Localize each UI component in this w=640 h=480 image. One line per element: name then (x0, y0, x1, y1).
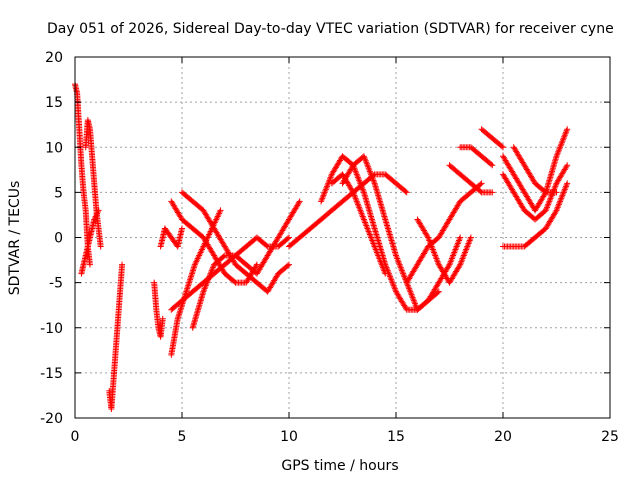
series-s12 (286, 171, 410, 250)
data-point (435, 288, 442, 295)
y-tick-label: 5 (54, 185, 63, 201)
data-point (296, 198, 303, 205)
axis-ticks: 0 5 10 15 20 25 -20 -15 -10 -5 0 5 10 15 20 (40, 50, 619, 445)
y-tick-label: 10 (45, 140, 63, 156)
series-s18 (446, 162, 496, 196)
x-tick-label: 15 (387, 429, 405, 445)
data-point (253, 261, 260, 268)
data-point (552, 208, 559, 215)
data-point (349, 187, 356, 194)
series-s22 (500, 126, 571, 214)
data-point (97, 243, 104, 250)
y-tick-label: 15 (45, 95, 63, 111)
series-s13 (318, 153, 442, 313)
data-point (220, 253, 227, 260)
data-point (284, 235, 291, 242)
series-s20 (478, 126, 506, 151)
x-tick-label: 25 (601, 429, 619, 445)
data-point (179, 225, 185, 232)
x-tick-label: 10 (280, 429, 298, 445)
data-point (445, 262, 452, 269)
x-tick-label: 0 (71, 429, 80, 445)
data-point (563, 163, 570, 170)
series-s19 (457, 144, 496, 169)
data-point (477, 188, 484, 195)
x-tick-label: 20 (494, 429, 512, 445)
data-point (119, 261, 126, 268)
data-point (86, 261, 93, 268)
data-point (564, 162, 571, 169)
series-s15 (328, 171, 389, 277)
data-point (424, 233, 431, 240)
y-tick-label: -20 (40, 411, 63, 427)
data-point (159, 315, 166, 322)
series-s2 (82, 117, 104, 250)
data-point (95, 207, 102, 214)
data-point (402, 188, 409, 195)
x-tick-label: 5 (178, 429, 187, 445)
data-point (286, 234, 292, 241)
series-s5 (151, 279, 166, 340)
series-s10 (189, 198, 303, 331)
x-axis-label: GPS time / hours (281, 458, 398, 474)
series-s24 (510, 144, 560, 196)
data-point (263, 242, 270, 249)
data-point (488, 161, 495, 168)
data-point (231, 278, 238, 285)
series-s6 (157, 225, 185, 250)
data-point (286, 261, 292, 268)
data-point (478, 180, 485, 187)
data-point (553, 189, 560, 196)
y-tick-label: -5 (49, 276, 63, 292)
y-tick-label: -15 (40, 366, 63, 382)
data-point (253, 262, 260, 269)
series-s4 (106, 261, 126, 412)
series-s8 (179, 189, 292, 295)
data-point (498, 143, 505, 150)
data-point (489, 189, 496, 196)
y-tick-label: -10 (40, 321, 63, 337)
y-axis-label: SDTVAR / TECUs (7, 181, 23, 296)
y-tick-label: 20 (45, 50, 63, 66)
data-point (403, 189, 410, 196)
series-s3 (78, 207, 102, 277)
data-point (564, 126, 571, 133)
data-point (382, 270, 389, 277)
data-point (467, 234, 474, 241)
y-tick-label: 0 (54, 231, 63, 247)
data-point (564, 180, 571, 187)
data-point (295, 199, 302, 206)
data-point (541, 188, 548, 195)
data-point (500, 144, 506, 151)
data-point (284, 262, 291, 269)
chart-title: Day 051 of 2026, Sidereal Day-to-day VTE… (47, 21, 614, 37)
series-s11 (168, 234, 292, 313)
grid (75, 57, 610, 418)
data-point (489, 162, 496, 169)
series-s17 (414, 216, 474, 286)
data-points (72, 81, 571, 412)
data-point (457, 234, 464, 241)
data-point (456, 262, 463, 269)
data-point (217, 207, 224, 214)
data-point (477, 181, 484, 188)
series-s21 (500, 180, 571, 250)
